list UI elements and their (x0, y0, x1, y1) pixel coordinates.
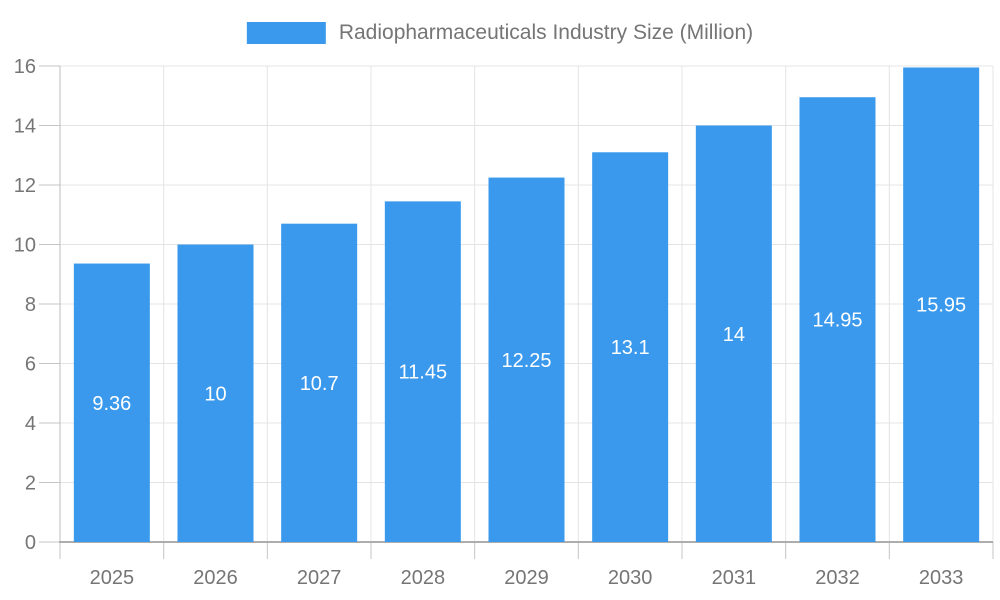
bar-2031[interactable] (695, 125, 772, 543)
bar-value-label: 10 (204, 383, 226, 405)
bar-2030[interactable] (592, 152, 669, 542)
x-axis-label: 2027 (297, 567, 342, 589)
x-axis-label: 2029 (504, 567, 549, 589)
y-axis-label: 10 (14, 235, 36, 257)
y-axis-label: 2 (25, 473, 36, 495)
y-axis-label: 6 (25, 354, 36, 376)
x-axis-label: 2026 (193, 567, 238, 589)
bar-value-label: 13.1 (611, 337, 650, 359)
bar-2029[interactable] (488, 177, 565, 542)
bar-value-label: 14.95 (812, 310, 862, 332)
bar-2027[interactable] (281, 223, 358, 543)
bar-2028[interactable] (384, 201, 461, 543)
x-axis-label: 2030 (608, 567, 653, 589)
bar-2032[interactable] (799, 97, 876, 543)
y-axis-label: 12 (14, 175, 36, 197)
y-axis-label: 8 (25, 294, 36, 316)
bar-value-label: 11.45 (399, 362, 448, 384)
legend-swatch (246, 22, 326, 44)
bar-value-label: 15.95 (916, 295, 966, 317)
bar-2033[interactable] (903, 67, 980, 543)
y-axis-label: 16 (14, 56, 36, 78)
x-axis-label: 2028 (401, 567, 446, 589)
x-axis-label: 2033 (919, 567, 964, 589)
x-axis-label: 2031 (712, 567, 757, 589)
bar-value-label: 9.36 (92, 393, 131, 415)
bar-value-label: 14 (723, 324, 745, 346)
bar-2026[interactable] (177, 244, 254, 543)
y-axis-label: 4 (25, 413, 36, 435)
y-axis-label: 0 (25, 532, 36, 554)
legend-label: Radiopharmaceuticals Industry Size (Mill… (338, 21, 754, 44)
bar-value-label: 12.25 (501, 350, 551, 372)
y-axis-label: 14 (14, 116, 36, 138)
chart-legend[interactable]: Radiopharmaceuticals Industry Size (Mill… (246, 21, 754, 45)
x-axis-label: 2032 (815, 567, 860, 589)
x-axis-label: 2025 (90, 567, 135, 589)
bar-value-label: 10.7 (300, 373, 339, 395)
bar-2025[interactable] (73, 263, 150, 542)
